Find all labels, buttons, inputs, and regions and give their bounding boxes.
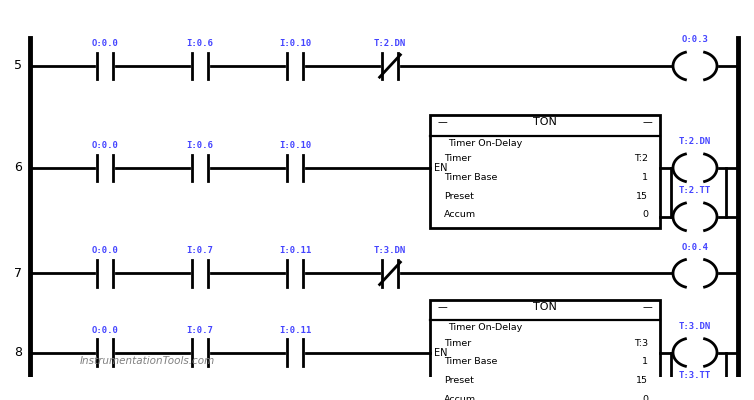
Text: 15: 15: [636, 376, 648, 385]
Text: I:0.6: I:0.6: [186, 141, 213, 150]
Text: I:0.7: I:0.7: [186, 326, 213, 335]
Text: EN: EN: [434, 163, 448, 173]
Text: Preset: Preset: [444, 192, 474, 200]
Text: Accum: Accum: [444, 210, 476, 220]
Text: 7: 7: [14, 267, 22, 280]
Text: Timer On-Delay: Timer On-Delay: [448, 138, 523, 148]
Text: Preset: Preset: [444, 376, 474, 385]
Text: 0: 0: [642, 395, 648, 400]
Text: T:2.TT: T:2.TT: [679, 186, 711, 195]
Text: O:0.0: O:0.0: [91, 326, 118, 335]
Text: T:3.DN: T:3.DN: [374, 246, 406, 256]
Text: Timer Base: Timer Base: [444, 173, 498, 182]
Text: O:0.0: O:0.0: [91, 141, 118, 150]
Text: EN: EN: [434, 348, 448, 358]
Text: Accum: Accum: [444, 395, 476, 400]
Text: —: —: [642, 302, 652, 312]
Polygon shape: [430, 300, 660, 400]
Text: 8: 8: [14, 346, 22, 359]
Text: 15: 15: [636, 192, 648, 200]
Text: T:3.TT: T:3.TT: [679, 371, 711, 380]
Text: O:0.0: O:0.0: [91, 39, 118, 48]
Text: Timer: Timer: [444, 338, 471, 348]
Text: O:0.3: O:0.3: [682, 35, 709, 44]
Text: —: —: [438, 117, 448, 127]
Text: I:0.11: I:0.11: [279, 326, 311, 335]
Text: Timer: Timer: [444, 154, 471, 163]
Text: O:0.4: O:0.4: [682, 243, 709, 252]
Text: 1: 1: [642, 358, 648, 366]
Text: —: —: [438, 302, 448, 312]
Text: I:0.11: I:0.11: [279, 246, 311, 256]
Text: T:2.DN: T:2.DN: [374, 39, 406, 48]
Text: InstrumentationTools.com: InstrumentationTools.com: [80, 356, 215, 366]
Text: TON: TON: [533, 302, 557, 312]
Text: 0: 0: [642, 210, 648, 220]
Text: 6: 6: [14, 161, 22, 174]
Text: T:3: T:3: [634, 338, 648, 348]
Text: T:2: T:2: [634, 154, 648, 163]
Text: I:0.6: I:0.6: [186, 39, 213, 48]
Text: O:0.0: O:0.0: [91, 246, 118, 256]
Text: I:0.10: I:0.10: [279, 141, 311, 150]
Text: T:2.DN: T:2.DN: [679, 137, 711, 146]
Text: Timer Base: Timer Base: [444, 358, 498, 366]
Polygon shape: [430, 115, 660, 228]
Text: I:0.7: I:0.7: [186, 246, 213, 256]
Text: Timer On-Delay: Timer On-Delay: [448, 323, 523, 332]
Text: TON: TON: [533, 117, 557, 127]
Text: T:3.DN: T:3.DN: [679, 322, 711, 331]
Text: —: —: [642, 117, 652, 127]
Text: 1: 1: [642, 173, 648, 182]
Text: I:0.10: I:0.10: [279, 39, 311, 48]
Text: 5: 5: [14, 60, 22, 72]
